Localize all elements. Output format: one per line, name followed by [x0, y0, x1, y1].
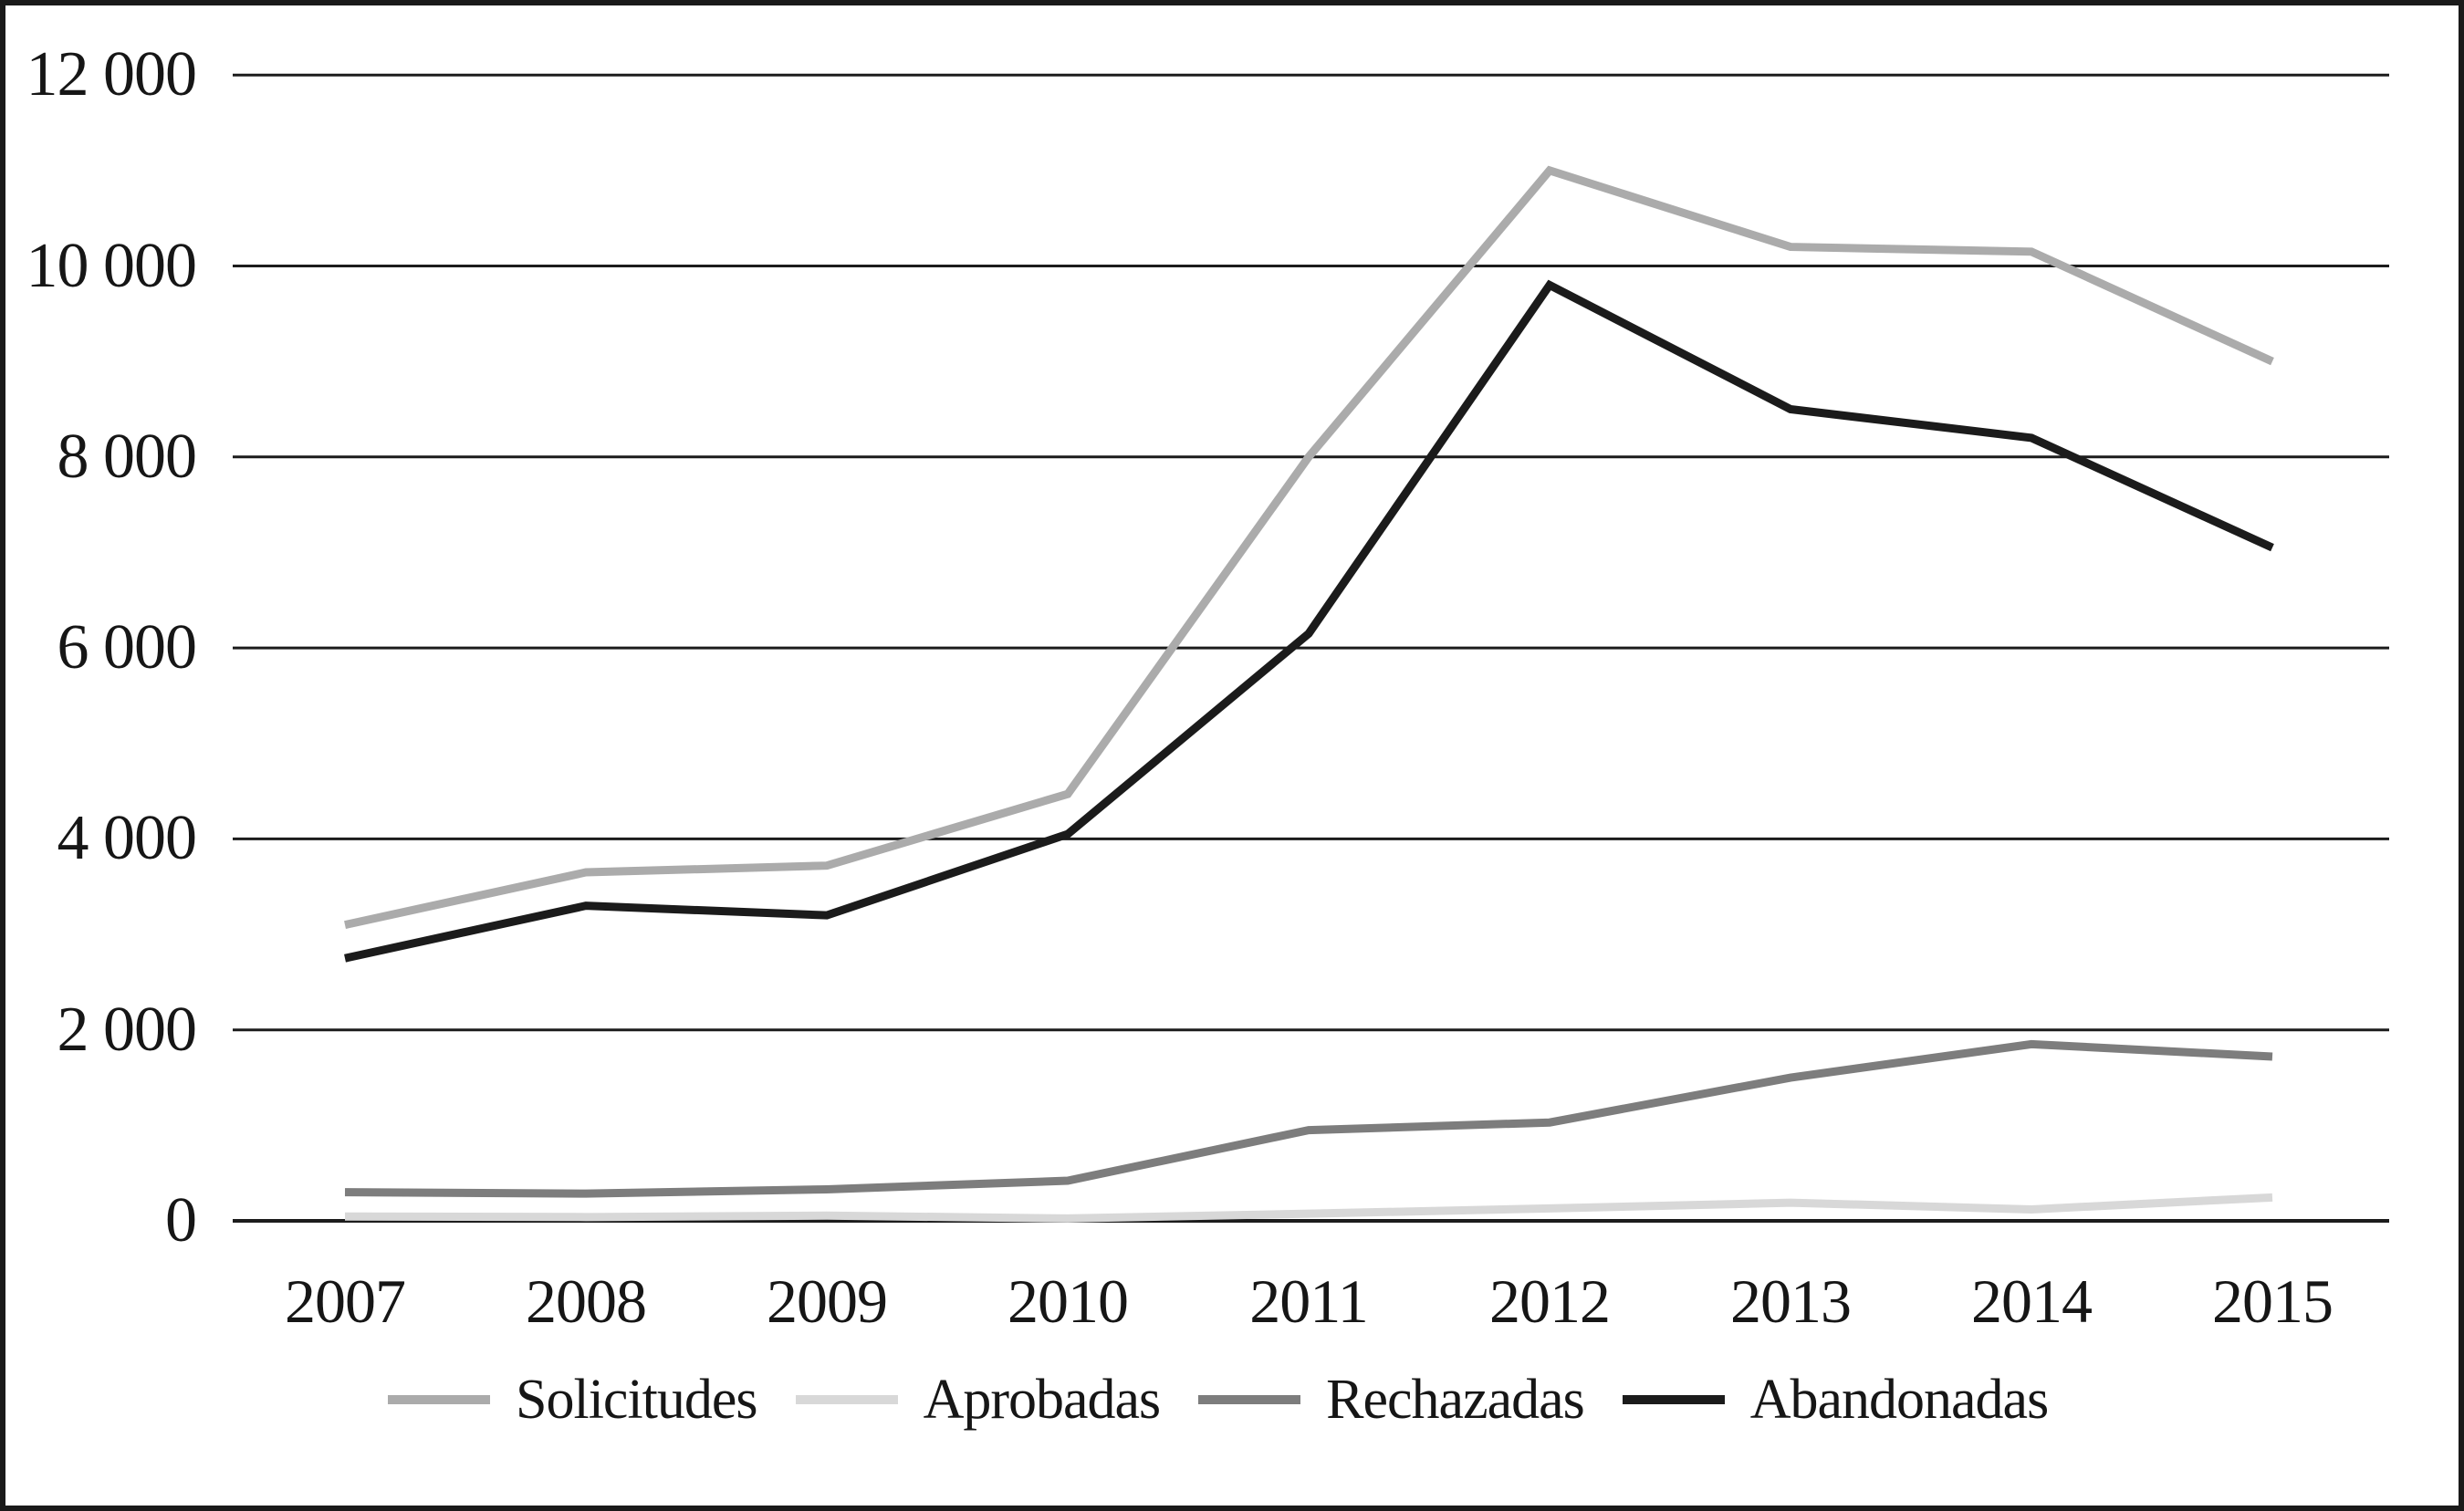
y-tick-label: 6 000	[57, 612, 198, 683]
series-line-abandonadas	[344, 279, 2274, 963]
y-tick-label: 4 000	[57, 803, 198, 874]
x-tick-label: 2012	[1489, 1266, 1611, 1336]
y-tick-label: 10 000	[26, 230, 198, 301]
x-tick-label: 2008	[526, 1266, 647, 1336]
legend-item-solicitudes: Solicitudes	[388, 1363, 758, 1436]
series-line-aprobadas	[344, 1193, 2273, 1223]
legend-item-rechazadas: Rechazadas	[1198, 1363, 1585, 1436]
y-tick-label: 0	[165, 1185, 197, 1256]
x-tick-label: 2009	[767, 1266, 888, 1336]
legend-swatch-rechazadas	[1198, 1395, 1301, 1404]
x-tick-label: 2007	[285, 1266, 406, 1336]
x-tick-label: 2010	[1008, 1266, 1129, 1336]
x-tick-label: 2013	[1730, 1266, 1852, 1336]
x-tick-label: 2015	[2212, 1266, 2333, 1336]
y-tick-label: 8 000	[57, 421, 198, 492]
legend-swatch-aprobadas	[795, 1395, 898, 1404]
series-line-rechazadas	[344, 1039, 2273, 1198]
legend-label: Rechazadas	[1326, 1369, 1585, 1431]
x-tick-label: 2014	[1971, 1266, 2093, 1336]
legend-label: Solicitudes	[516, 1369, 758, 1431]
x-tick-label: 2011	[1249, 1266, 1368, 1336]
legend-label: Aprobadas	[923, 1369, 1162, 1431]
legend-label: Abandonadas	[1749, 1369, 2049, 1431]
legend: Solicitudes Aprobadas Rechazadas Abandonada…	[388, 1363, 2049, 1436]
legend-item-aprobadas: Aprobadas	[795, 1363, 1162, 1436]
y-tick-label: 12 000	[26, 39, 198, 110]
legend-item-abandonadas: Abandonadas	[1622, 1363, 2049, 1436]
legend-swatch-abandonadas	[1622, 1395, 1725, 1404]
y-tick-label: 2 000	[57, 994, 198, 1065]
series-line-solicitudes	[344, 165, 2274, 929]
legend-swatch-solicitudes	[388, 1395, 490, 1404]
series-lines	[344, 165, 2274, 1223]
